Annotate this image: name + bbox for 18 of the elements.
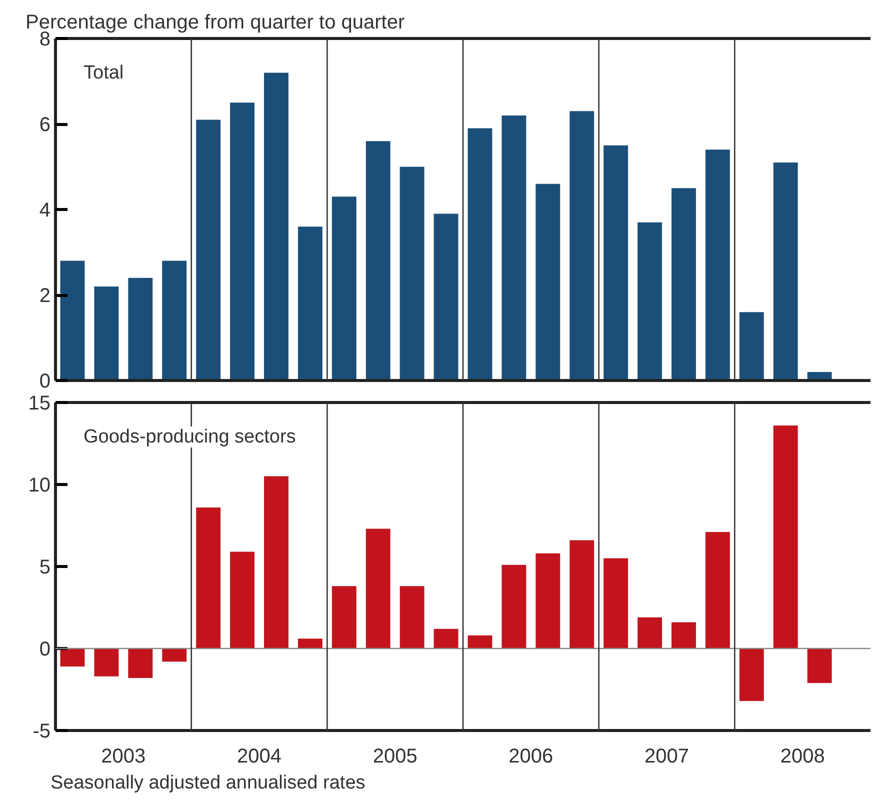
y-tick-label: 0 xyxy=(39,370,50,392)
x-tick-label: 2003 xyxy=(101,746,146,768)
y-tick-label: 10 xyxy=(28,474,51,496)
y-tick-label: 6 xyxy=(39,114,50,136)
x-tick-label: 2008 xyxy=(780,746,825,768)
y-tick-label: 0 xyxy=(39,638,50,660)
x-tick-label: 2007 xyxy=(644,746,690,768)
y-tick-label: 4 xyxy=(39,200,50,222)
x-tick-label: 2004 xyxy=(237,746,282,768)
y-tick-label: 15 xyxy=(28,392,51,414)
text: Total xyxy=(84,62,124,84)
text: Seasonally adjusted annualised rates xyxy=(50,772,366,794)
text: Goods-producing sectors xyxy=(84,426,296,448)
y-tick-label: 2 xyxy=(39,285,50,307)
y-tick-label: -5 xyxy=(32,720,51,742)
x-tick-label: 2006 xyxy=(508,746,554,768)
x-tick-label: 2005 xyxy=(372,746,418,768)
y-tick-label: 5 xyxy=(39,556,50,578)
